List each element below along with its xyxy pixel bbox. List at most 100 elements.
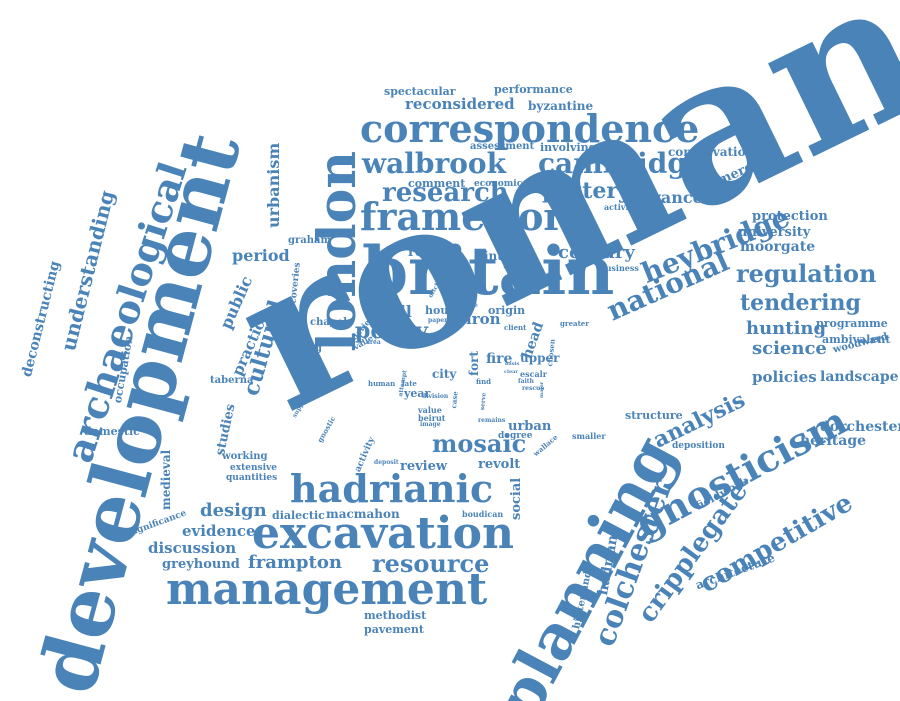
word-beirut: beirut [418,413,446,423]
word-basis: basis [505,361,520,367]
word-performance: performance [494,83,573,96]
word-degree: degree [498,431,533,441]
word-deconstructing: deconstructing [19,259,64,379]
word-britain: britain [362,232,615,310]
word-medieval: medieval [159,449,173,510]
word-excavation: excavation [252,508,514,559]
word-extensive: extensive [230,463,277,473]
word-correspondence: correspondence [360,106,700,151]
word-iron: iron [466,310,501,328]
word-upper: upper [520,351,560,365]
word-pavement: pavement [364,623,424,636]
word-major: major [539,381,545,398]
word-comment: comment [408,177,466,190]
word-find: find [476,377,492,386]
word-chosen: chosen [545,338,557,367]
word-ambivalent: ambivalent [822,333,891,346]
word-research: research [382,178,509,208]
word-dorchester: dorchester [820,419,900,435]
word-framework: framework [360,194,590,239]
word-fort: fort [467,350,481,376]
word-involving: involving [540,141,597,154]
word-business: business [600,263,639,273]
word-revolt: revolt [478,457,521,472]
word-resource: resource [372,549,490,578]
word-economic: economic [474,179,523,189]
word-client: client [504,323,527,332]
word-spectacular: spectacular [384,85,456,98]
word-dialectic: dialectic [272,509,325,522]
word-studies: studies [213,402,239,457]
word-regulation: regulation [736,259,877,288]
word-management: management [166,564,488,615]
word-century: century [558,242,635,263]
word-boudican: boudican [462,509,504,519]
word-year: year [404,387,431,400]
word-making: making [280,343,323,354]
word-case: case [449,390,460,409]
word-chapel: chapel [310,317,347,328]
word-advance: advance [630,188,703,207]
word-deposition: deposition [672,441,725,451]
word-wallace: wallace [531,432,560,459]
word-discussion: discussion [148,539,237,557]
word-assessment: assessment [470,141,535,152]
word-heritage: heritage [800,433,867,449]
word-remains: remains [478,417,506,424]
word-recent: recent [408,245,455,260]
word-fire: fire [486,351,513,367]
word-mosaic: mosaic [432,429,527,458]
word-house: house [425,304,462,317]
word-science: science [752,338,827,359]
word-frampton: frampton [248,552,342,573]
word-domestic: domestic [84,425,140,438]
word-taberna: taberna [210,375,254,386]
word-smaller: smaller [572,431,606,441]
word-programme: programme [816,317,888,330]
word-methodist: methodist [364,609,427,622]
word-division: division [422,393,449,400]
word-conservation: conservation [668,145,755,159]
word-greater: greater [560,319,589,328]
word-graham: graham [288,235,332,246]
word-period: period [232,246,290,265]
word-image: image [420,421,441,428]
word-macmahon: macmahon [326,507,400,521]
word-value: value [418,405,442,415]
word-city: city [432,367,457,381]
word-escalr: escalr [520,369,547,379]
word-university: university [738,225,811,240]
word-clear: clear [504,369,518,375]
word-working: working [222,451,268,462]
word-greyhound: greyhound [162,557,240,572]
word-area: area [366,339,381,346]
word-moorgate: moorgate [740,239,816,255]
word-byzantine: byzantine [528,99,594,113]
word-walbrook: walbrook [362,147,506,180]
word-design: design [200,500,267,521]
word-human: human [368,379,396,388]
word-social: social [509,477,524,520]
word-interest: interest [484,249,537,263]
word-tendering: tendering [740,290,861,316]
word-hadrianic: hadrianic [290,466,494,511]
word-activities: activities [604,202,645,212]
word-origin: origin [488,304,526,317]
word-structure: structure [625,409,683,422]
word-urban: urban [508,419,552,434]
word-urbanism: urbanism [264,142,283,228]
word-reconsidered: reconsidered [405,95,515,113]
word-hunting: hunting [746,318,827,339]
word-paper: paper [428,317,448,324]
word-late: late [402,379,417,388]
word-review: review [400,459,448,474]
word-deposit: deposit [374,459,399,466]
word-policy: policy [355,318,428,344]
word-pottery: pottery [542,178,631,204]
word-quantities: quantities [226,473,278,483]
word-policies: policies [752,368,817,386]
word-evidence: evidence [182,522,256,540]
word-faith: faith [518,378,534,385]
word-protection: protection [752,209,828,224]
